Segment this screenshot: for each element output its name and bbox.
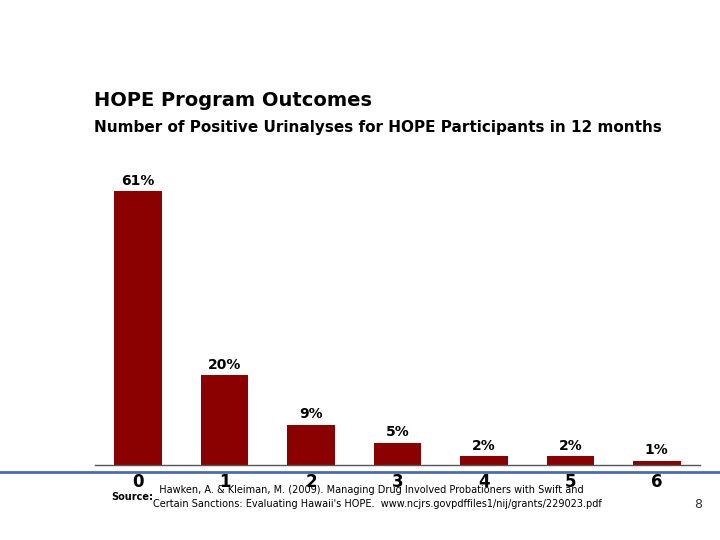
- Bar: [374, 443, 421, 465]
- Bar: [460, 456, 508, 465]
- Bar: [287, 424, 335, 465]
- Text: HOPE Program Outcomes: HOPE Program Outcomes: [94, 91, 372, 110]
- Text: HOPE Evaluation Outcomes: HOPE Evaluation Outcomes: [199, 37, 521, 57]
- Text: 8: 8: [694, 498, 702, 511]
- Text: 61%: 61%: [122, 174, 155, 188]
- Text: 1%: 1%: [645, 443, 669, 457]
- Text: 20%: 20%: [208, 358, 241, 372]
- Text: 5%: 5%: [386, 426, 410, 440]
- Text: Number of Positive Urinalyses for HOPE Participants in 12 months: Number of Positive Urinalyses for HOPE P…: [94, 120, 662, 135]
- Text: Hawken, A. & Kleiman, M. (2009). Managing Drug Involved Probationers with Swift : Hawken, A. & Kleiman, M. (2009). Managin…: [153, 484, 602, 509]
- Text: 2%: 2%: [559, 439, 582, 453]
- Bar: [546, 456, 594, 465]
- Bar: [114, 191, 162, 465]
- Text: Source:: Source:: [112, 491, 153, 502]
- Text: 2%: 2%: [472, 439, 496, 453]
- Bar: [633, 461, 680, 465]
- Text: 9%: 9%: [300, 408, 323, 422]
- Bar: [201, 375, 248, 465]
